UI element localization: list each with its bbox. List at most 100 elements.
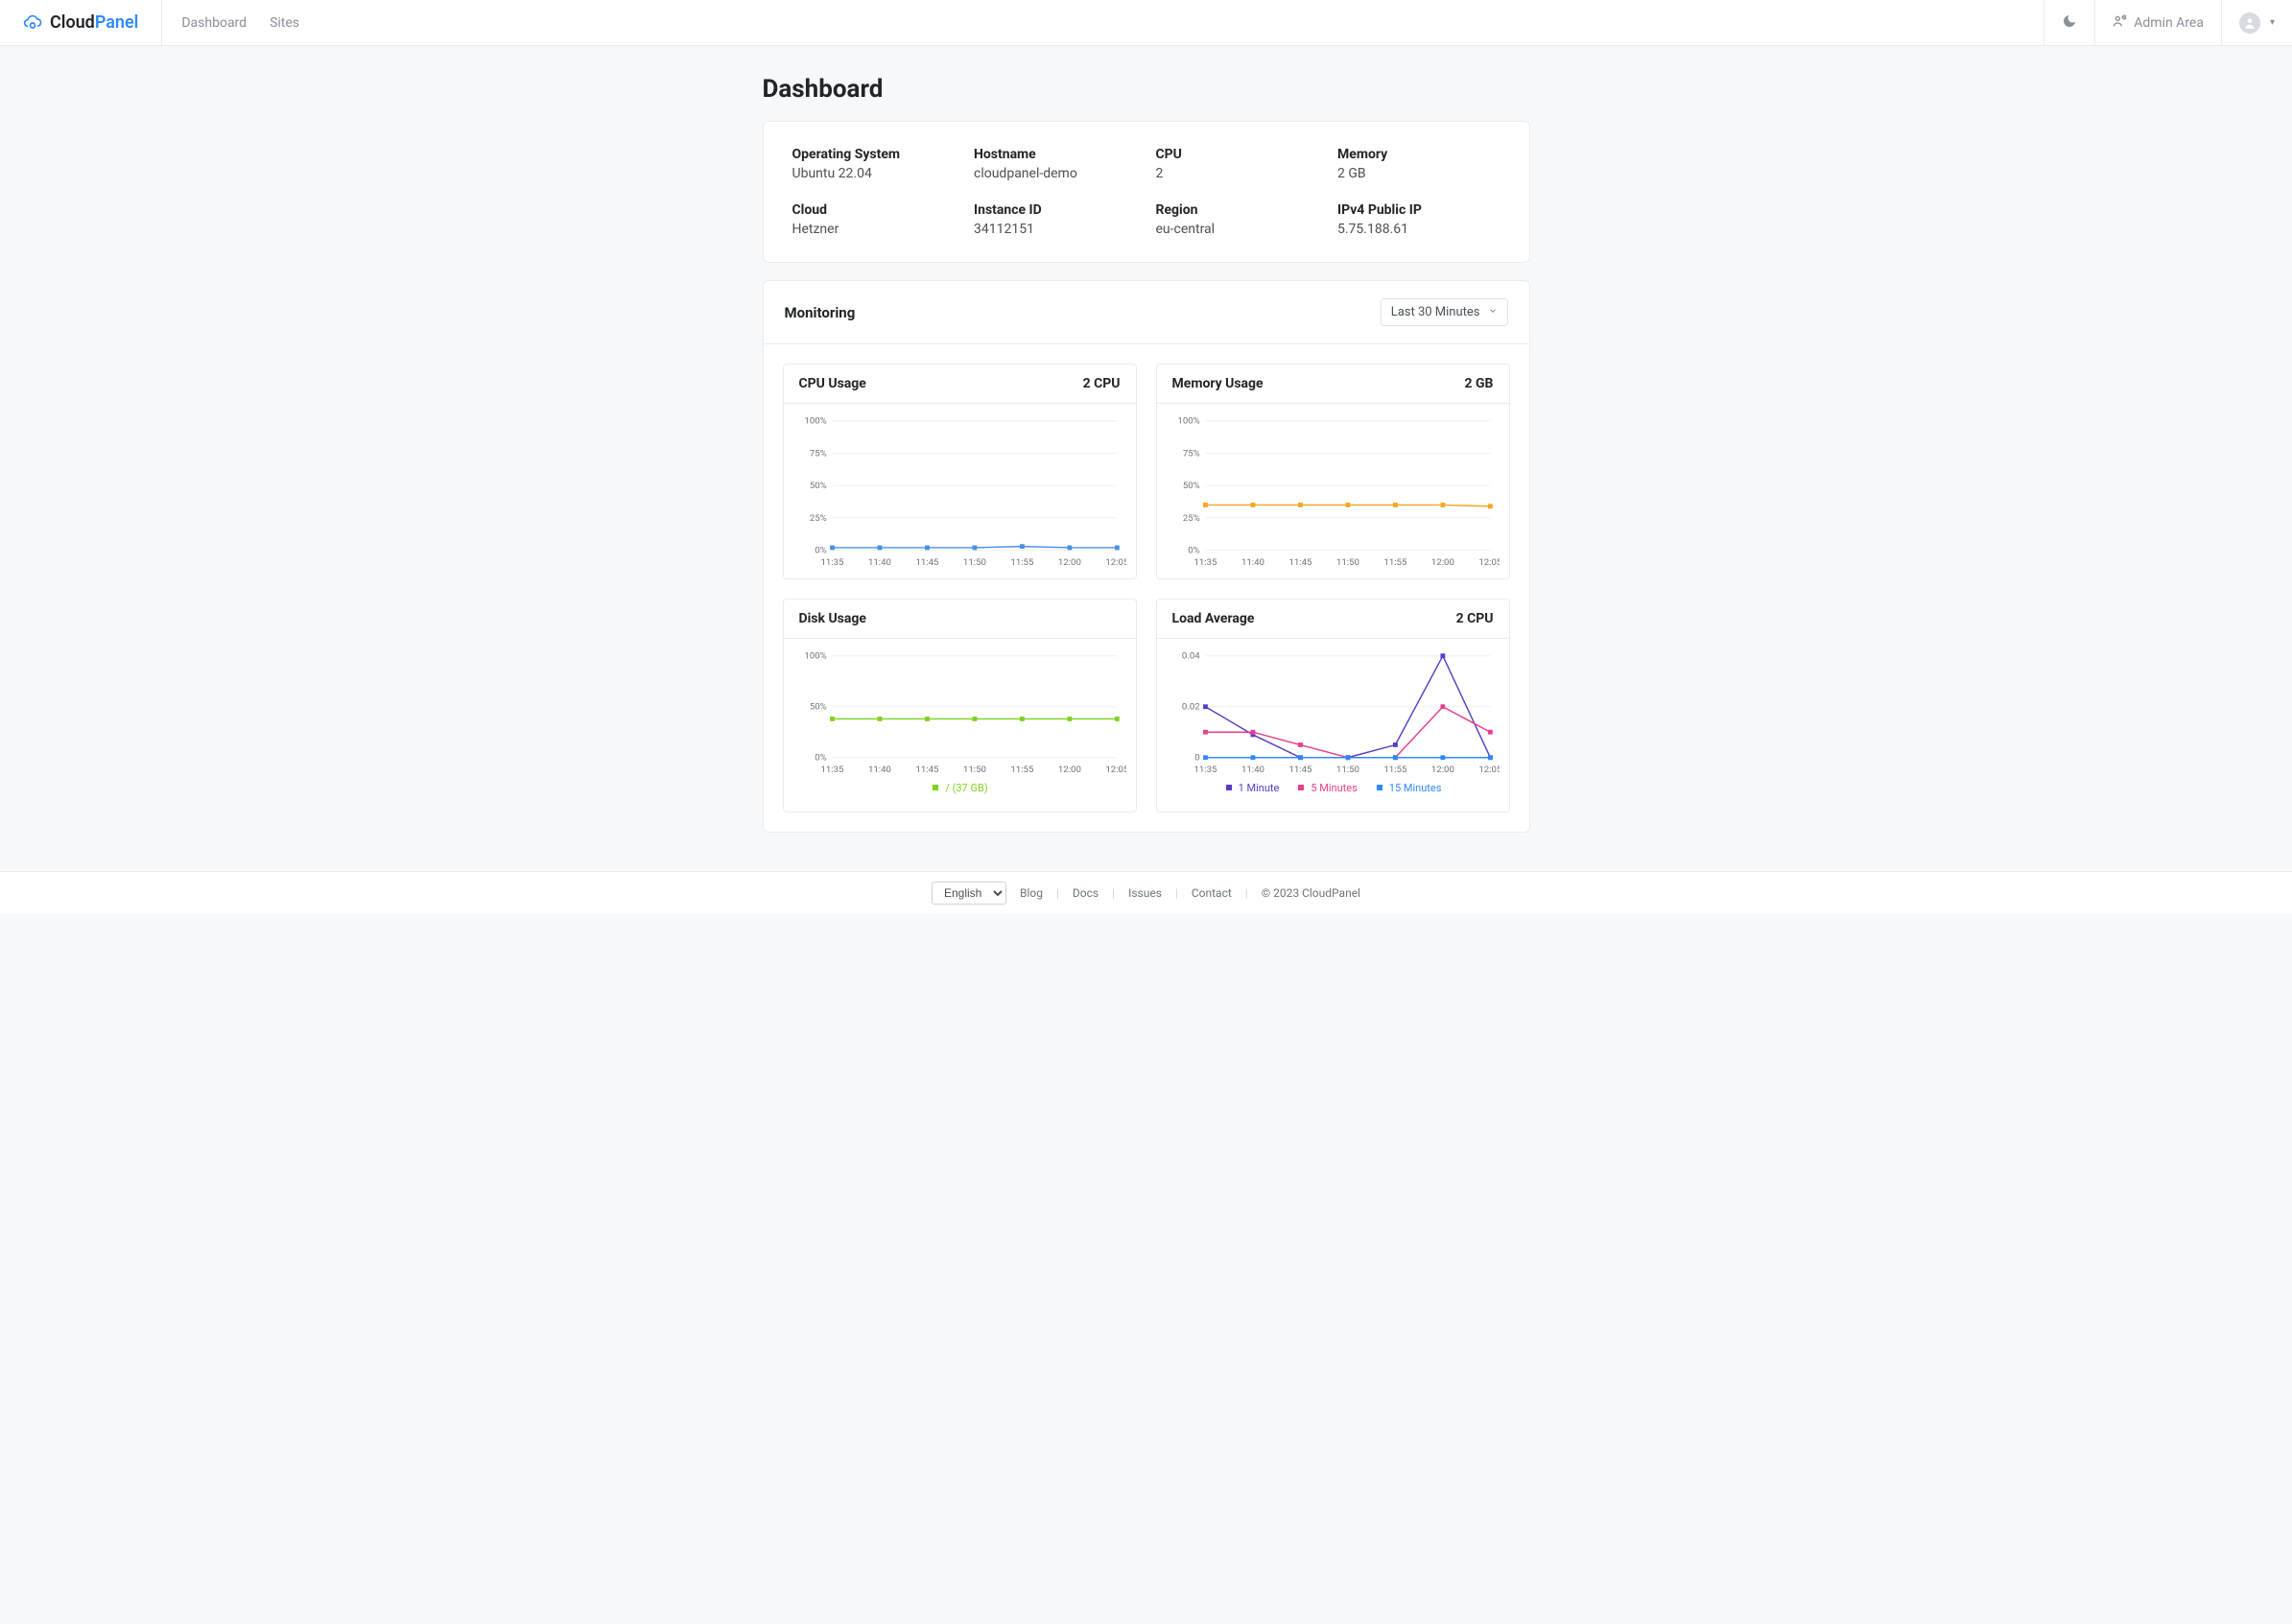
svg-text:75%: 75% [1182, 448, 1199, 459]
legend-disk-label: / (37 GB) [945, 782, 987, 794]
svg-text:11:40: 11:40 [867, 765, 890, 775]
svg-text:11:35: 11:35 [820, 557, 844, 568]
svg-text:11:55: 11:55 [1010, 765, 1034, 775]
svg-text:11:50: 11:50 [962, 765, 985, 775]
chart-disk-title: Disk Usage [799, 611, 866, 626]
chart-load-svg: 00.020.0411:3511:4011:4511:5011:5512:001… [1167, 648, 1500, 778]
footer-copyright: © 2023 CloudPanel [1262, 886, 1360, 900]
svg-text:0: 0 [1194, 752, 1199, 763]
svg-text:11:45: 11:45 [915, 557, 939, 568]
footer-issues-link[interactable]: Issues [1128, 886, 1162, 900]
info-region: Region eu-central [1156, 202, 1319, 237]
separator: | [1175, 886, 1178, 900]
svg-text:50%: 50% [1182, 481, 1199, 491]
svg-text:11:45: 11:45 [1288, 557, 1312, 568]
info-cloud: Cloud Hetzner [792, 202, 956, 237]
svg-text:12:00: 12:00 [1430, 765, 1453, 775]
footer: English Blog | Docs | Issues | Contact |… [0, 871, 2292, 914]
info-ipv4-value: 5.75.188.61 [1337, 222, 1500, 237]
language-select[interactable]: English [932, 882, 1006, 905]
separator: | [1245, 886, 1248, 900]
chart-disk-svg: 0%50%100%11:3511:4011:4511:5011:5512:001… [793, 648, 1126, 778]
svg-text:12:05: 12:05 [1105, 765, 1126, 775]
user-menu-button[interactable] [2221, 0, 2292, 45]
legend-1min-label: 1 Minute [1239, 782, 1280, 794]
page-container: Dashboard Operating System Ubuntu 22.04 … [763, 46, 1530, 871]
info-instance-id: Instance ID 34112151 [974, 202, 1137, 237]
legend-15min-label: 15 Minutes [1389, 782, 1442, 794]
legend-swatch-icon [1224, 787, 1234, 788]
brand[interactable]: CloudPanel [0, 0, 162, 45]
chart-load-legend: 1 Minute 5 Minutes 15 Minutes [1167, 778, 1500, 804]
instance-info-card: Operating System Ubuntu 22.04 Hostname c… [763, 121, 1530, 263]
info-cpu-label: CPU [1156, 147, 1319, 162]
svg-text:100%: 100% [1177, 416, 1199, 427]
theme-toggle-button[interactable] [2044, 0, 2094, 45]
info-region-label: Region [1156, 202, 1319, 218]
svg-text:11:45: 11:45 [915, 765, 939, 775]
svg-text:11:40: 11:40 [1241, 557, 1264, 568]
legend-5min-label: 5 Minutes [1311, 782, 1357, 794]
footer-docs-link[interactable]: Docs [1073, 886, 1099, 900]
chart-cpu-usage: CPU Usage 2 CPU 0%25%50%75%100%11:3511:4… [783, 364, 1137, 579]
info-memory-label: Memory [1337, 147, 1500, 162]
admin-area-label: Admin Area [2134, 15, 2204, 31]
chart-cpu-meta: 2 CPU [1083, 376, 1121, 391]
svg-text:12:05: 12:05 [1478, 557, 1500, 568]
chart-load-average: Load Average 2 CPU 00.020.0411:3511:4011… [1156, 599, 1510, 812]
svg-text:11:50: 11:50 [1335, 557, 1359, 568]
cloud-logo-icon [23, 13, 42, 33]
svg-text:11:55: 11:55 [1010, 557, 1034, 568]
chart-disk-legend: / (37 GB) [793, 778, 1126, 804]
chart-memory-title: Memory Usage [1172, 376, 1264, 391]
svg-text:12:00: 12:00 [1057, 765, 1080, 775]
topnav-right: Admin Area [2044, 0, 2292, 45]
info-region-value: eu-central [1156, 222, 1319, 237]
svg-text:75%: 75% [809, 448, 826, 459]
svg-text:0.02: 0.02 [1181, 701, 1199, 712]
svg-text:25%: 25% [809, 513, 826, 524]
info-hostname-value: cloudpanel-demo [974, 166, 1137, 181]
info-cloud-value: Hetzner [792, 222, 956, 237]
gear-users-icon [2113, 13, 2128, 33]
nav-dashboard[interactable]: Dashboard [181, 15, 247, 31]
info-instance-id-value: 34112151 [974, 222, 1137, 237]
svg-text:12:00: 12:00 [1430, 557, 1453, 568]
chart-disk-usage: Disk Usage 0%50%100%11:3511:4011:4511:50… [783, 599, 1137, 812]
info-os-label: Operating System [792, 147, 956, 162]
info-cpu-value: 2 [1156, 166, 1319, 181]
chart-cpu-svg: 0%25%50%75%100%11:3511:4011:4511:5011:55… [793, 413, 1126, 571]
legend-swatch-icon [931, 787, 940, 788]
chart-cpu-title: CPU Usage [799, 376, 866, 391]
footer-blog-link[interactable]: Blog [1020, 886, 1043, 900]
svg-text:11:35: 11:35 [1193, 765, 1217, 775]
svg-text:50%: 50% [809, 701, 826, 712]
svg-text:0%: 0% [815, 546, 826, 556]
footer-contact-link[interactable]: Contact [1192, 886, 1232, 900]
brand-text-cloud: Cloud [50, 12, 95, 33]
svg-text:100%: 100% [804, 650, 826, 661]
chart-memory-usage: Memory Usage 2 GB 0%25%50%75%100%11:3511… [1156, 364, 1510, 579]
svg-text:12:05: 12:05 [1478, 765, 1500, 775]
time-range-select[interactable]: Last 30 Minutes [1381, 298, 1508, 326]
svg-text:0%: 0% [1188, 546, 1199, 556]
monitoring-card: Monitoring Last 30 Minutes CPU Usage 2 C… [763, 280, 1530, 833]
monitoring-title: Monitoring [785, 304, 856, 321]
svg-text:11:40: 11:40 [1241, 765, 1264, 775]
admin-area-link[interactable]: Admin Area [2094, 0, 2221, 45]
info-ipv4: IPv4 Public IP 5.75.188.61 [1337, 202, 1500, 237]
svg-text:50%: 50% [809, 481, 826, 491]
nav-sites[interactable]: Sites [270, 15, 299, 31]
chart-load-meta: 2 CPU [1456, 611, 1494, 626]
svg-text:11:50: 11:50 [1335, 765, 1359, 775]
svg-text:11:55: 11:55 [1383, 765, 1407, 775]
info-cpu: CPU 2 [1156, 147, 1319, 181]
chart-memory-meta: 2 GB [1465, 376, 1494, 391]
info-memory-value: 2 GB [1337, 166, 1500, 181]
svg-text:12:05: 12:05 [1105, 557, 1126, 568]
chart-memory-svg: 0%25%50%75%100%11:3511:4011:4511:5011:55… [1167, 413, 1500, 571]
info-os-value: Ubuntu 22.04 [792, 166, 956, 181]
page-title: Dashboard [763, 75, 1530, 104]
separator: | [1056, 886, 1059, 900]
legend-swatch-icon [1296, 787, 1306, 788]
